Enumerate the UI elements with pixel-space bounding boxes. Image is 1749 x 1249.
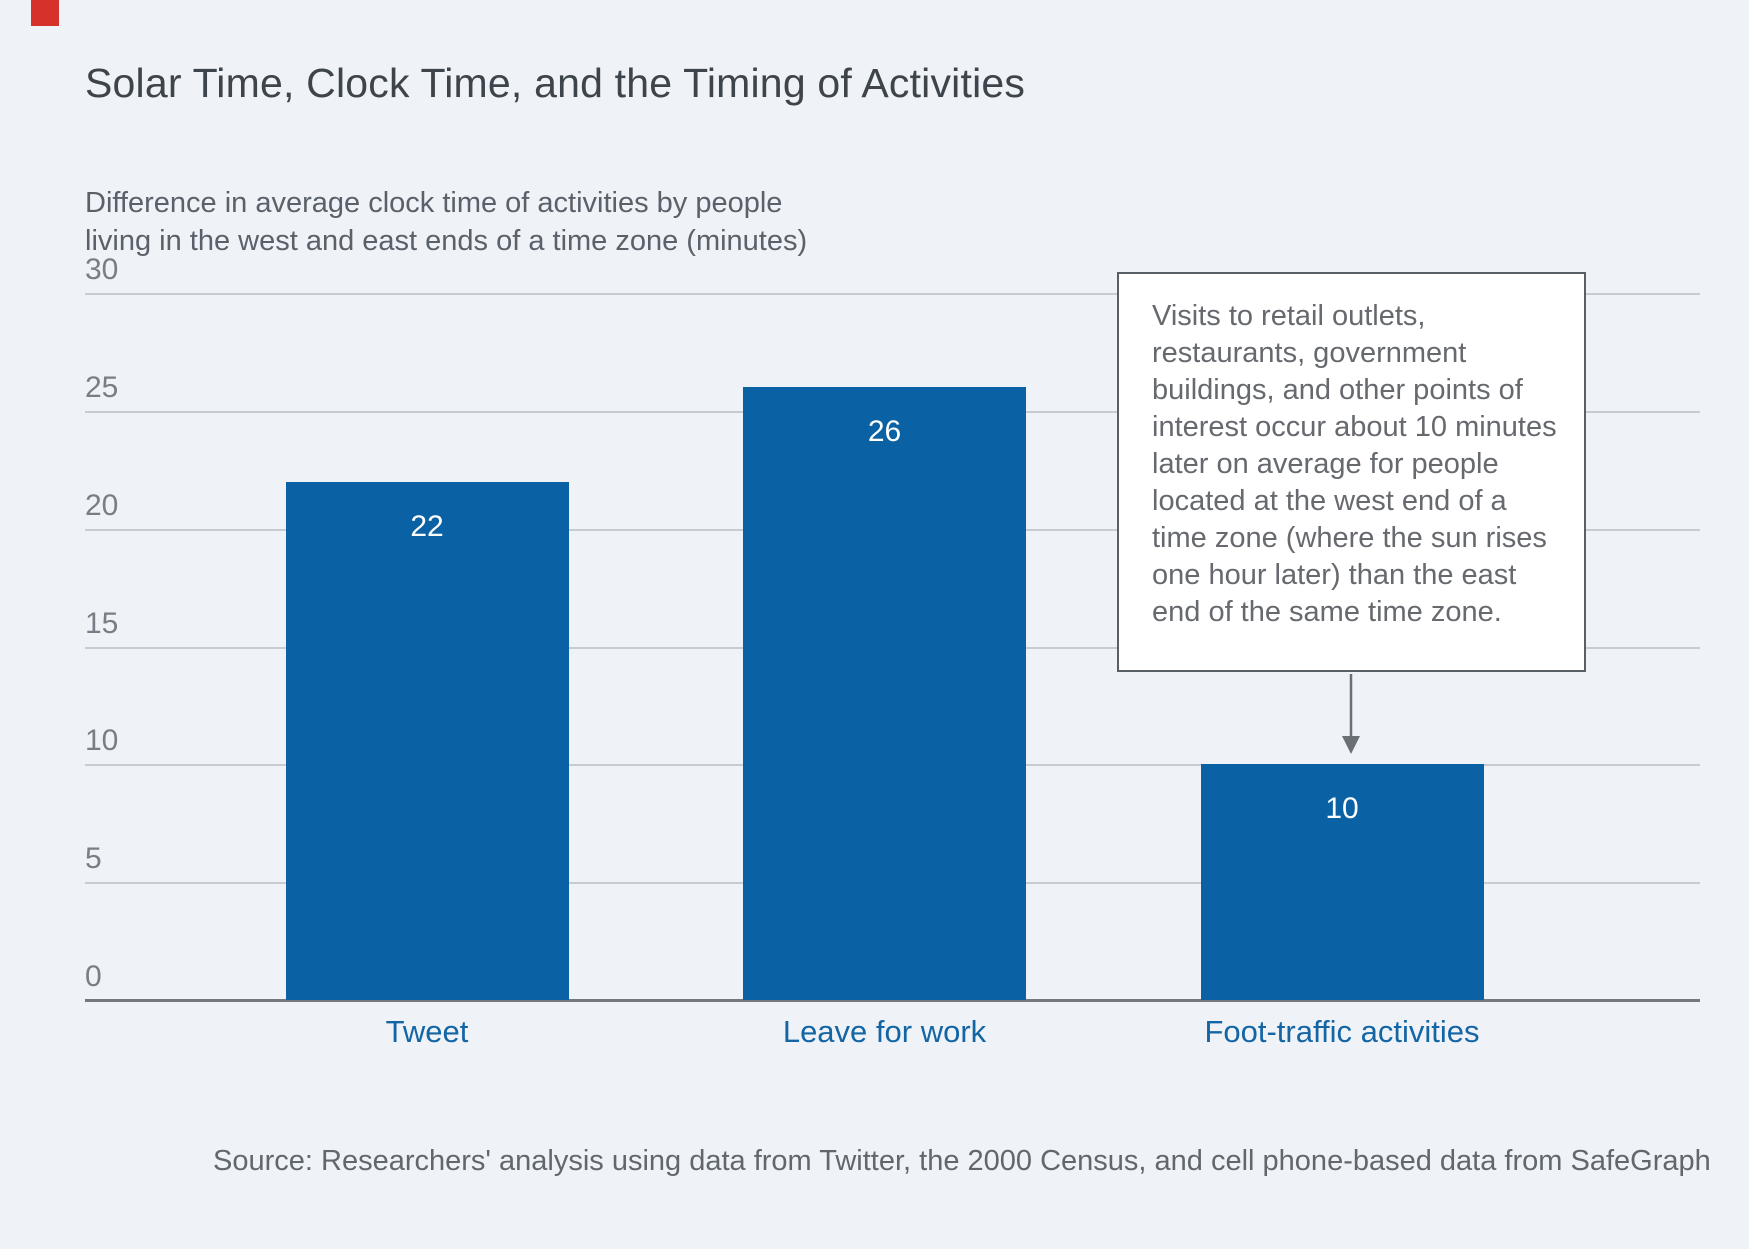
y-tick-label-25: 25 xyxy=(85,370,119,404)
bar-tweet xyxy=(285,481,569,1000)
category-label: Leave for work xyxy=(782,1014,987,1049)
y-tick-label-10: 10 xyxy=(85,724,119,758)
bar-value-label: 10 xyxy=(1325,792,1359,826)
annotation-box: Visits to retail outlets, restaurants, g… xyxy=(1117,272,1586,672)
chart-title: Solar Time, Clock Time, and the Timing o… xyxy=(85,60,1026,106)
bar-value-label: 26 xyxy=(867,415,902,449)
brand-square xyxy=(31,0,59,26)
y-tick-label-0: 0 xyxy=(85,960,102,993)
chart-subtitle-line-2: living in the west and east ends of a ti… xyxy=(85,225,808,257)
bar-leave-for-work xyxy=(743,387,1026,1000)
annotation-text: Visits to retail outlets, restaurants, g… xyxy=(1152,300,1557,628)
y-tick-label-15: 15 xyxy=(85,606,119,640)
y-tick-label-30: 30 xyxy=(85,253,119,286)
gridline-y-30 xyxy=(85,293,1700,295)
y-tick-label-20: 20 xyxy=(85,488,119,522)
category-label: Foot-traffic activities xyxy=(1204,1014,1480,1049)
chart-subtitle: Difference in average clock time of acti… xyxy=(85,184,807,260)
x-axis-line xyxy=(85,999,1700,1002)
bar-foot-traffic-activities xyxy=(1200,764,1484,1000)
y-tick-label-5: 5 xyxy=(85,842,102,876)
chart-subtitle-line-1: Difference in average clock time of acti… xyxy=(85,187,783,219)
source-note: Source: Researchers' analysis using data… xyxy=(213,1145,1711,1177)
category-label: Tweet xyxy=(385,1014,469,1049)
down-arrow-icon xyxy=(1342,674,1360,754)
bar-value-label: 22 xyxy=(410,509,444,543)
